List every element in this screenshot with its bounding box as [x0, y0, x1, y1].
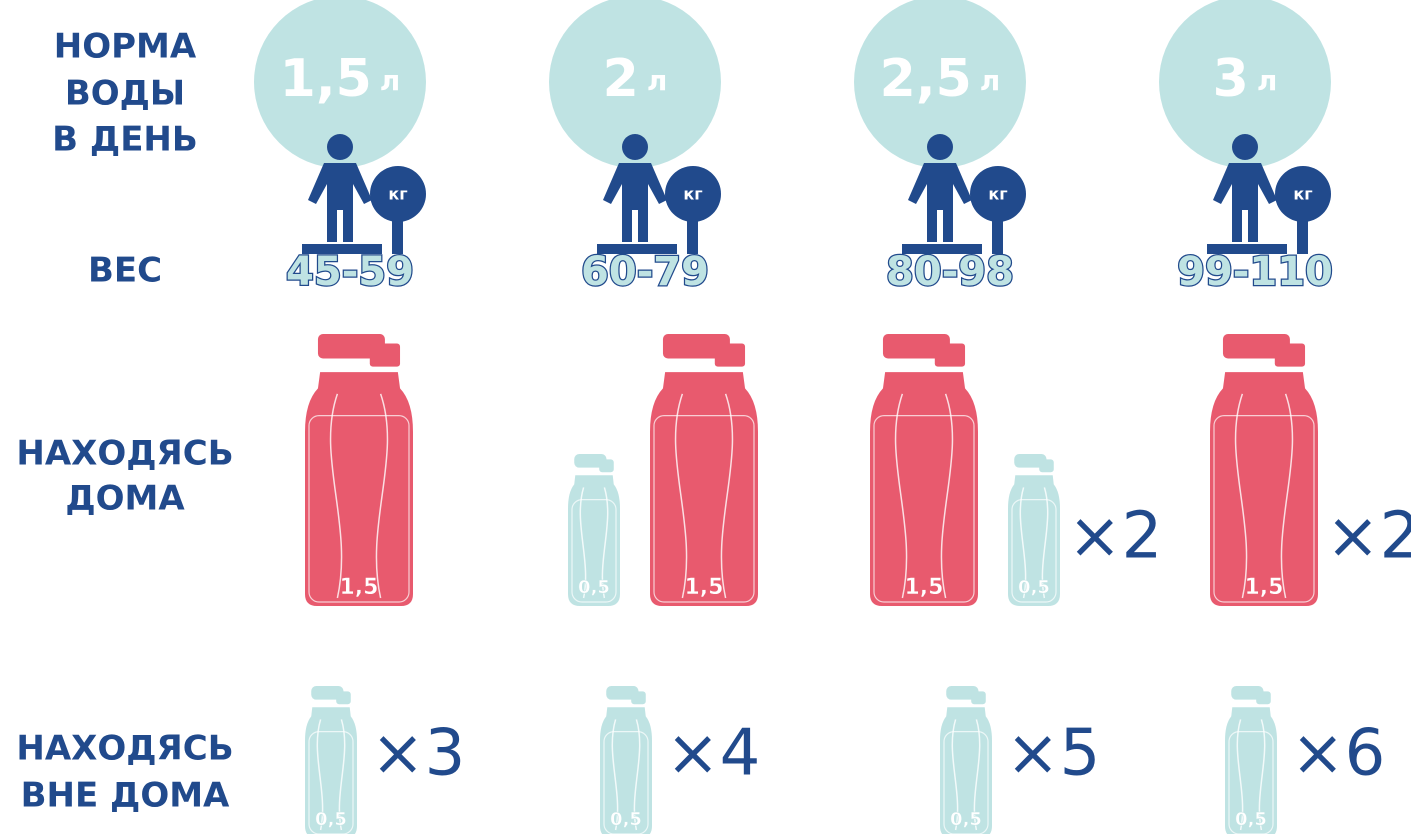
- bottle: 1,5: [1210, 334, 1318, 606]
- bottle-label: 0,5: [950, 809, 982, 830]
- bottle-body: [650, 372, 758, 606]
- bottle-label: 1,5: [1245, 575, 1284, 600]
- bottle-cap: [370, 344, 400, 367]
- row-label: ВНЕ ДОМА: [21, 776, 230, 816]
- multiplier: ×4: [666, 717, 760, 791]
- person-body: [603, 163, 667, 242]
- row-label: ВЕС: [88, 251, 162, 291]
- bottle-label: 1,5: [905, 575, 944, 600]
- bottle-label: 0,5: [610, 809, 642, 830]
- row-label: НАХОДЯСЬ: [16, 434, 233, 474]
- bottle-cap: [1275, 344, 1305, 367]
- person-body: [1213, 163, 1277, 242]
- row-label: НОРМА: [54, 27, 197, 67]
- bottle-body: [305, 372, 413, 606]
- bottle-body: [1210, 372, 1318, 606]
- bottle: 0,5: [1008, 454, 1060, 606]
- bottle-cap: [1256, 691, 1271, 704]
- person-head: [1232, 134, 1258, 160]
- bottle: 0,5: [568, 454, 620, 606]
- norm-value: 3: [1213, 49, 1249, 109]
- person-head: [927, 134, 953, 160]
- bottle-label: 1,5: [340, 575, 379, 600]
- bottle: 0,5: [1225, 686, 1277, 834]
- weight-range: 99-110: [1177, 249, 1333, 295]
- scale-unit: кг: [1293, 185, 1312, 204]
- weight-range: 60-79: [581, 249, 709, 295]
- bottle: 0,5: [600, 686, 652, 834]
- bottle-label: 0,5: [1018, 577, 1050, 598]
- norm-value: 2: [603, 49, 639, 109]
- row-label: НАХОДЯСЬ: [16, 729, 233, 769]
- norm-unit: л: [647, 64, 668, 97]
- scale-unit: кг: [988, 185, 1007, 204]
- weight-range: 80-98: [886, 249, 1014, 295]
- person-head: [622, 134, 648, 160]
- person-body: [908, 163, 972, 242]
- multiplier: ×3: [371, 717, 465, 791]
- bottle-cap: [971, 691, 986, 704]
- infographic: НОРМА ВОДЫ В ДЕНЬ ВЕС НАХОДЯСЬ ДОМА НАХОДЯСЬ ВН…: [0, 0, 1411, 834]
- multiplier: ×5: [1006, 717, 1100, 791]
- bottle: 0,5: [305, 686, 357, 834]
- bottle: 1,5: [650, 334, 758, 606]
- bottle: 1,5: [870, 334, 978, 606]
- row-label: В ДЕНЬ: [52, 120, 198, 160]
- multiplier: ×6: [1291, 717, 1385, 791]
- norm-unit: л: [1257, 64, 1278, 97]
- bottle-body: [870, 372, 978, 606]
- bottle-cap: [935, 344, 965, 367]
- multiplier: ×2: [1068, 500, 1162, 574]
- bottle-cap: [336, 691, 351, 704]
- bottle-cap: [631, 691, 646, 704]
- bottle-label: 0,5: [1235, 809, 1267, 830]
- norm-unit: л: [980, 64, 1001, 97]
- row-label: ДОМА: [65, 479, 185, 519]
- person-body: [308, 163, 372, 242]
- weight-range: 45-59: [286, 249, 414, 295]
- bottle-label: 0,5: [315, 809, 347, 830]
- person-head: [327, 134, 353, 160]
- bottle-label: 1,5: [685, 575, 724, 600]
- bottle: 1,5: [305, 334, 413, 606]
- norm-unit: л: [380, 64, 401, 97]
- scale-unit: кг: [683, 185, 702, 204]
- bottle-cap: [715, 344, 745, 367]
- norm-value: 2,5: [880, 49, 972, 109]
- row-label: ВОДЫ: [65, 74, 185, 114]
- bottle-cap: [1039, 459, 1054, 472]
- bottle: 0,5: [940, 686, 992, 834]
- bottle-label: 0,5: [578, 577, 610, 598]
- bottle-cap: [599, 459, 614, 472]
- norm-value: 1,5: [280, 49, 372, 109]
- scale-unit: кг: [388, 185, 407, 204]
- multiplier: ×2: [1326, 500, 1411, 574]
